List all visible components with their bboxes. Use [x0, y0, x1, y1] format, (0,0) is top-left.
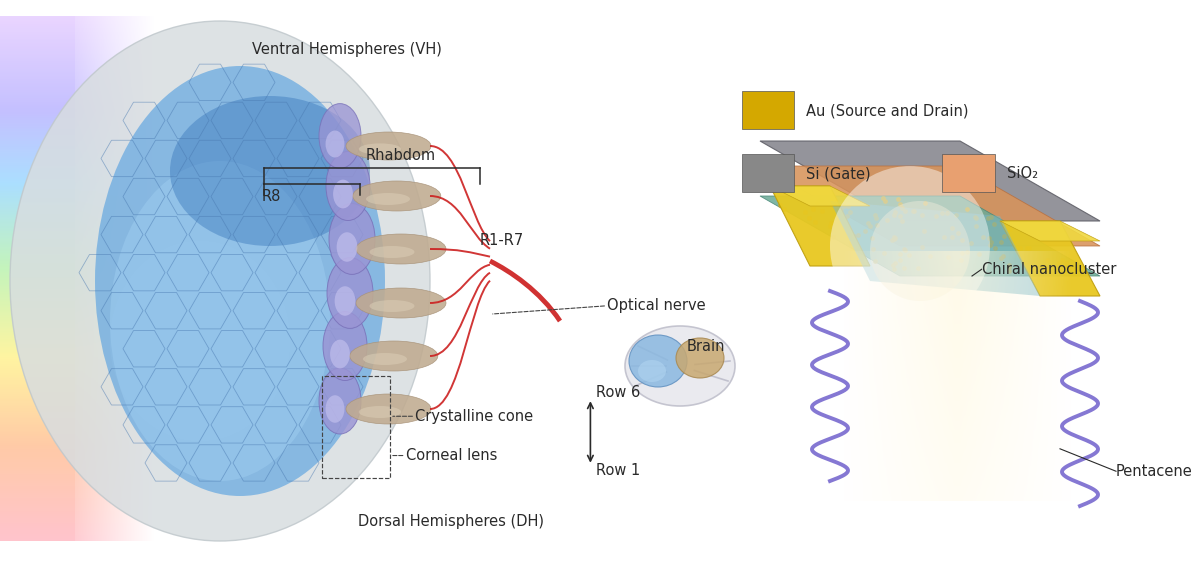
- Text: R1-R7: R1-R7: [480, 233, 524, 247]
- Ellipse shape: [370, 246, 414, 258]
- Bar: [742, 154, 794, 192]
- Ellipse shape: [335, 286, 355, 316]
- Text: SiO₂: SiO₂: [1007, 167, 1038, 181]
- Polygon shape: [770, 186, 870, 266]
- Ellipse shape: [323, 311, 367, 380]
- Ellipse shape: [326, 151, 370, 220]
- Text: Chiral nanocluster: Chiral nanocluster: [982, 262, 1116, 277]
- Ellipse shape: [638, 360, 666, 382]
- Polygon shape: [1000, 221, 1100, 296]
- Ellipse shape: [350, 341, 438, 371]
- Ellipse shape: [337, 232, 358, 262]
- Ellipse shape: [329, 204, 374, 274]
- Ellipse shape: [330, 339, 350, 369]
- Polygon shape: [1000, 221, 1100, 241]
- Text: Crystalline cone: Crystalline cone: [415, 409, 533, 424]
- Ellipse shape: [629, 335, 686, 387]
- Polygon shape: [830, 201, 1040, 296]
- Text: Corneal lens: Corneal lens: [406, 448, 497, 463]
- Ellipse shape: [346, 394, 431, 424]
- Text: Brain: Brain: [686, 339, 725, 354]
- Text: Row 1: Row 1: [596, 463, 641, 477]
- Text: Optical nerve: Optical nerve: [607, 298, 706, 313]
- Text: R8: R8: [262, 189, 281, 204]
- Ellipse shape: [170, 96, 370, 246]
- Polygon shape: [760, 196, 1100, 276]
- Ellipse shape: [319, 104, 361, 168]
- Ellipse shape: [370, 300, 414, 312]
- Ellipse shape: [319, 368, 361, 434]
- Ellipse shape: [353, 181, 440, 211]
- Ellipse shape: [10, 21, 430, 541]
- Ellipse shape: [625, 326, 734, 406]
- Text: Si (Gate): Si (Gate): [806, 167, 871, 181]
- Ellipse shape: [334, 180, 353, 208]
- Ellipse shape: [359, 406, 401, 418]
- Ellipse shape: [366, 193, 410, 205]
- Circle shape: [830, 166, 990, 326]
- Ellipse shape: [346, 132, 431, 160]
- Text: Au (Source and Drain): Au (Source and Drain): [806, 103, 968, 118]
- Ellipse shape: [95, 66, 385, 496]
- Ellipse shape: [110, 161, 330, 481]
- Text: Dorsal Hemispheres (DH): Dorsal Hemispheres (DH): [358, 514, 544, 529]
- Ellipse shape: [326, 257, 373, 328]
- Circle shape: [870, 201, 970, 301]
- Bar: [942, 154, 995, 192]
- Ellipse shape: [356, 234, 446, 264]
- Ellipse shape: [110, 241, 290, 441]
- Ellipse shape: [359, 144, 401, 155]
- Ellipse shape: [364, 353, 407, 365]
- Polygon shape: [770, 186, 870, 206]
- Bar: [742, 91, 794, 129]
- Ellipse shape: [676, 338, 724, 378]
- Text: Row 6: Row 6: [596, 385, 641, 400]
- Ellipse shape: [325, 131, 344, 158]
- Text: Rhabdom: Rhabdom: [366, 148, 436, 163]
- Ellipse shape: [356, 288, 446, 318]
- Text: Ventral Hemispheres (VH): Ventral Hemispheres (VH): [252, 42, 442, 57]
- Polygon shape: [760, 141, 1100, 221]
- Ellipse shape: [325, 396, 344, 423]
- Polygon shape: [760, 166, 1100, 246]
- Text: Pentacene: Pentacene: [1116, 464, 1193, 479]
